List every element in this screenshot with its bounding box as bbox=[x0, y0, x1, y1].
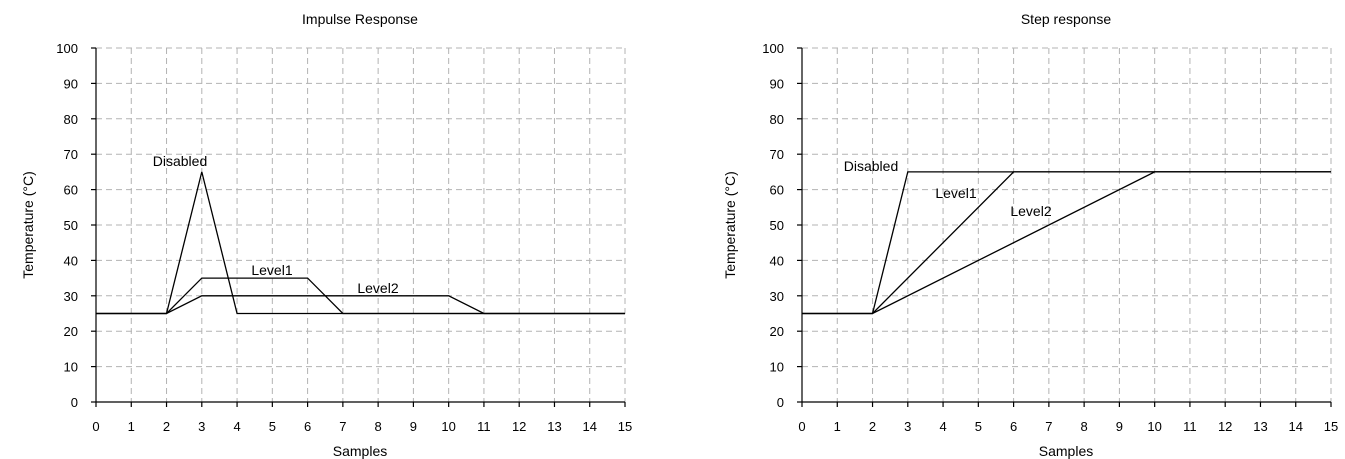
x-tick-label: 4 bbox=[939, 419, 946, 434]
x-tick-label: 0 bbox=[92, 419, 99, 434]
x-tick-label: 2 bbox=[869, 419, 876, 434]
x-tick-label: 14 bbox=[1288, 419, 1302, 434]
x-tick-label: 1 bbox=[128, 419, 135, 434]
x-tick-label: 11 bbox=[477, 419, 491, 434]
y-tick-label: 60 bbox=[770, 183, 784, 198]
y-tick-label: 20 bbox=[64, 324, 78, 339]
y-tick-label: 100 bbox=[56, 41, 78, 56]
step-response-chart: Step response Samples Temperature (°C) 0… bbox=[722, 11, 1338, 459]
series-label-disabled: Disabled bbox=[153, 153, 207, 169]
step-plot-area: 0 1 2 3 4 5 6 7 8 9 10 11 12 13 14 15010203040506070809… bbox=[762, 41, 1338, 434]
x-tick-label: 13 bbox=[547, 419, 561, 434]
x-tick-label: 14 bbox=[582, 419, 596, 434]
y-tick-label: 80 bbox=[64, 112, 78, 127]
y-tick-label: 100 bbox=[762, 41, 784, 56]
x-tick-label: 1 bbox=[834, 419, 841, 434]
impulse-response-chart: Impulse Response Samples Temperature (°C… bbox=[20, 11, 632, 459]
y-tick-label: 80 bbox=[770, 112, 784, 127]
y-tick-label: 50 bbox=[64, 218, 78, 233]
x-axis-title: Samples bbox=[333, 443, 387, 459]
y-tick-label: 10 bbox=[770, 360, 784, 375]
y-tick-label: 70 bbox=[64, 147, 78, 162]
x-tick-label: 5 bbox=[975, 419, 982, 434]
y-axis-title: Temperature (°C) bbox=[722, 171, 738, 279]
chart-title: Step response bbox=[1021, 11, 1111, 27]
y-tick-label: 30 bbox=[770, 289, 784, 304]
y-tick-label: 40 bbox=[64, 253, 78, 268]
x-tick-label: 12 bbox=[1218, 419, 1232, 434]
y-tick-label: 70 bbox=[770, 147, 784, 162]
x-tick-label: 8 bbox=[1081, 419, 1088, 434]
x-tick-label: 6 bbox=[304, 419, 311, 434]
x-tick-label: 10 bbox=[441, 419, 455, 434]
x-tick-label: 3 bbox=[198, 419, 205, 434]
x-tick-label: 10 bbox=[1147, 419, 1161, 434]
series-line-level2 bbox=[96, 295, 625, 315]
x-tick-label: 5 bbox=[269, 419, 276, 434]
series-label-disabled: Disabled bbox=[844, 158, 898, 174]
series-line-disabled bbox=[802, 171, 1331, 315]
series-label-level2: Level2 bbox=[357, 280, 398, 296]
x-tick-label: 9 bbox=[1116, 419, 1123, 434]
series-label-level2: Level2 bbox=[1010, 203, 1051, 219]
y-tick-label: 0 bbox=[71, 395, 78, 410]
x-tick-label: 2 bbox=[163, 419, 170, 434]
x-tick-label: 7 bbox=[1045, 419, 1052, 434]
y-tick-label: 90 bbox=[64, 76, 78, 91]
y-tick-label: 30 bbox=[64, 289, 78, 304]
x-tick-label: 7 bbox=[339, 419, 346, 434]
y-tick-label: 10 bbox=[64, 360, 78, 375]
series-label-level1: Level1 bbox=[251, 262, 292, 278]
y-tick-label: 0 bbox=[777, 395, 784, 410]
x-tick-label: 0 bbox=[798, 419, 805, 434]
x-tick-label: 6 bbox=[1010, 419, 1017, 434]
x-tick-label: 4 bbox=[233, 419, 240, 434]
x-tick-label: 13 bbox=[1253, 419, 1267, 434]
series-line-level1 bbox=[802, 171, 1331, 315]
x-tick-label: 12 bbox=[512, 419, 526, 434]
y-axis-title: Temperature (°C) bbox=[20, 171, 36, 279]
series-label-level1: Level1 bbox=[935, 185, 976, 201]
y-tick-label: 90 bbox=[770, 76, 784, 91]
y-tick-label: 40 bbox=[770, 253, 784, 268]
x-tick-label: 11 bbox=[1183, 419, 1197, 434]
impulse-plot-area: 0 1 2 3 4 5 6 7 8 9 10 11 12 13 14 15010203040506070809… bbox=[56, 41, 632, 434]
x-tick-label: 9 bbox=[410, 419, 417, 434]
y-tick-label: 60 bbox=[64, 183, 78, 198]
x-tick-label: 8 bbox=[375, 419, 382, 434]
x-axis-title: Samples bbox=[1039, 443, 1093, 459]
y-tick-label: 50 bbox=[770, 218, 784, 233]
x-tick-label: 15 bbox=[1324, 419, 1338, 434]
series-line-level2 bbox=[802, 171, 1331, 315]
chart-title: Impulse Response bbox=[302, 11, 418, 27]
x-tick-label: 15 bbox=[618, 419, 632, 434]
x-tick-label: 3 bbox=[904, 419, 911, 434]
y-tick-label: 20 bbox=[770, 324, 784, 339]
